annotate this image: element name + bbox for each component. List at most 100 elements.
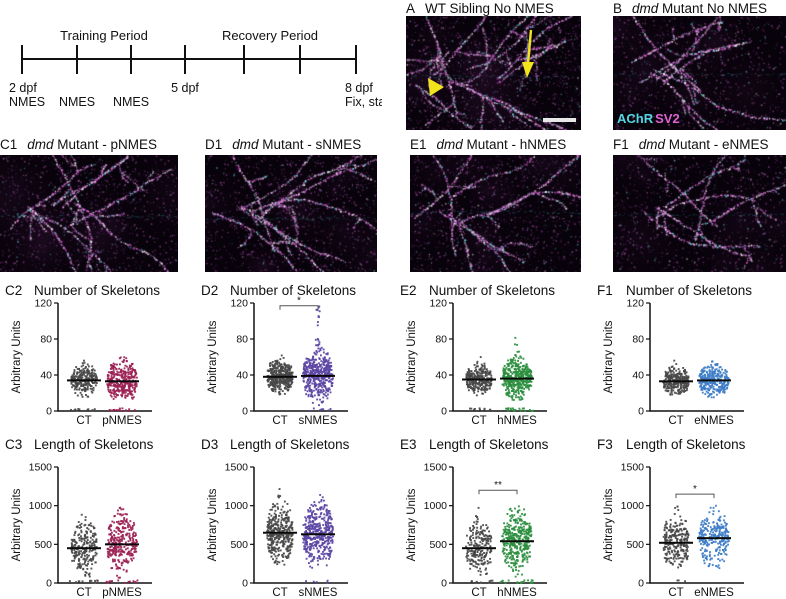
data-point <box>711 381 714 384</box>
data-point <box>304 545 307 548</box>
data-point <box>85 572 88 574</box>
panel-letter: A <box>406 1 416 16</box>
data-point <box>275 380 277 383</box>
recovery-period-label: Recovery Period <box>222 28 318 43</box>
data-point <box>115 409 118 411</box>
data-point <box>127 553 130 556</box>
data-point <box>307 516 309 518</box>
data-point <box>686 550 689 553</box>
data-point <box>667 550 670 553</box>
data-point <box>95 382 98 384</box>
data-point <box>305 517 308 520</box>
data-point <box>128 580 131 583</box>
data-point <box>284 370 287 373</box>
data-point <box>110 529 112 532</box>
data-point <box>522 369 525 372</box>
data-point <box>669 376 672 379</box>
data-point <box>268 523 270 525</box>
data-point <box>284 517 287 520</box>
data-point <box>667 386 670 389</box>
data-point <box>275 550 277 553</box>
data-point <box>314 516 316 519</box>
data-point <box>83 373 86 376</box>
data-point <box>74 532 76 534</box>
data-point <box>80 369 83 372</box>
data-point <box>308 525 311 528</box>
data-point <box>526 372 529 375</box>
data-point <box>92 555 95 558</box>
data-point <box>85 383 88 385</box>
data-point <box>279 358 282 361</box>
data-point <box>714 370 717 373</box>
data-point <box>509 515 512 517</box>
data-point <box>305 360 308 363</box>
data-point <box>287 520 290 523</box>
data-point <box>71 540 74 543</box>
data-point <box>313 523 316 526</box>
data-point <box>92 382 95 384</box>
data-point <box>131 559 133 562</box>
data-point <box>681 375 684 378</box>
data-point <box>529 525 532 528</box>
data-point <box>474 556 477 558</box>
data-point <box>280 521 282 524</box>
data-point <box>489 382 492 385</box>
data-point <box>331 531 333 534</box>
data-point <box>511 365 513 368</box>
data-point <box>526 365 529 368</box>
data-point <box>524 521 527 524</box>
data-point <box>329 534 332 537</box>
data-point <box>510 517 513 520</box>
data-point <box>319 494 322 496</box>
data-point <box>716 364 719 367</box>
data-point <box>486 370 489 372</box>
data-point <box>275 362 278 365</box>
data-point <box>329 368 332 371</box>
data-point <box>503 547 506 550</box>
data-point <box>117 540 120 543</box>
timeline-fix-stain-label: Fix, stain <box>345 95 382 109</box>
data-point <box>116 394 119 397</box>
data-point <box>327 535 329 538</box>
data-point <box>133 409 136 412</box>
data-point <box>312 363 314 366</box>
data-point <box>285 522 288 525</box>
data-point <box>278 361 281 364</box>
data-point <box>667 371 670 374</box>
data-point <box>520 370 522 373</box>
data-point <box>483 544 486 547</box>
y-tick-label: 120 <box>429 298 447 310</box>
data-point <box>472 564 475 567</box>
data-point <box>120 375 123 378</box>
data-point <box>475 515 477 517</box>
data-point <box>307 521 310 524</box>
data-point <box>670 528 673 531</box>
data-point <box>517 392 520 395</box>
micrograph-enmes <box>613 155 786 272</box>
data-point <box>714 375 717 378</box>
data-point <box>312 370 314 373</box>
data-point <box>528 544 531 547</box>
data-point <box>133 388 136 391</box>
data-point <box>88 544 91 547</box>
data-point <box>121 549 124 552</box>
data-point <box>518 509 521 512</box>
panel-letter: E1 <box>410 137 427 152</box>
data-point <box>122 389 125 392</box>
data-point <box>507 388 510 390</box>
data-point <box>700 373 703 376</box>
data-point <box>504 528 507 530</box>
data-point <box>529 555 532 558</box>
data-point <box>490 550 493 552</box>
data-point <box>275 360 278 363</box>
data-point <box>517 534 519 537</box>
data-point <box>722 383 725 386</box>
data-point <box>685 520 687 523</box>
data-point <box>328 371 331 374</box>
data-point <box>281 560 284 562</box>
data-point <box>663 386 666 389</box>
data-point <box>517 517 520 520</box>
data-point <box>514 371 516 374</box>
